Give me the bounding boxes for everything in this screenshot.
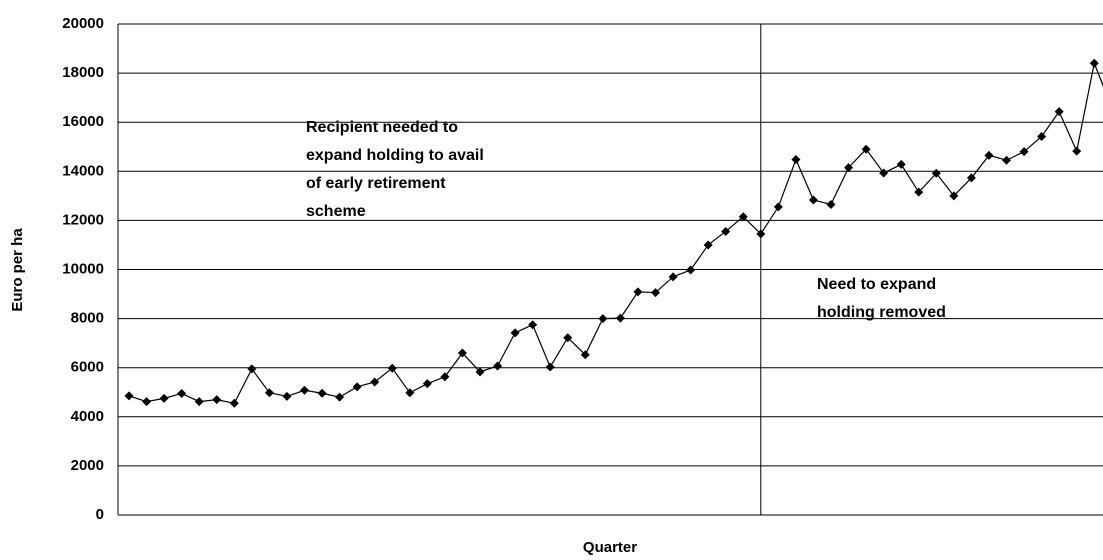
marker — [212, 395, 222, 405]
annotation-right: Need to expand holding removed — [817, 276, 946, 321]
marker — [1054, 107, 1064, 117]
marker — [808, 195, 818, 205]
marker — [177, 388, 187, 398]
y-axis-label: Euro per ha — [9, 228, 26, 312]
annotation: Need to expand — [817, 276, 936, 293]
marker — [457, 348, 467, 358]
y-tick-label: 10000 — [62, 260, 104, 277]
y-tick-label: 0 — [96, 506, 104, 523]
marker — [335, 392, 345, 402]
y-tick-label: 12000 — [62, 211, 104, 228]
marker — [1019, 147, 1029, 157]
annotation: holding removed — [817, 304, 946, 321]
marker — [264, 388, 274, 398]
marker — [721, 226, 731, 236]
marker — [984, 150, 994, 160]
marker — [300, 385, 309, 395]
y-tick-label: 14000 — [62, 162, 104, 179]
marker — [633, 287, 643, 297]
marker — [370, 377, 380, 387]
y-tick-label: 8000 — [71, 310, 104, 327]
annotation: of early retirement — [306, 175, 446, 192]
marker — [949, 191, 959, 201]
annotation: expand holding to avail — [306, 147, 484, 164]
marker — [545, 362, 555, 372]
marker — [773, 202, 783, 212]
marker — [1089, 58, 1099, 68]
marker — [440, 372, 450, 382]
marker — [475, 367, 485, 377]
y-tick-label: 6000 — [71, 359, 104, 376]
marker — [844, 163, 854, 173]
marker — [931, 168, 941, 178]
annotation: scheme — [306, 203, 366, 220]
marker — [791, 155, 801, 165]
marker — [124, 391, 134, 401]
line — [128, 61, 1103, 404]
marker — [686, 265, 696, 275]
marker — [1002, 155, 1011, 165]
y-tick-label: 2000 — [71, 457, 104, 474]
marker — [738, 212, 748, 222]
marker — [142, 397, 152, 407]
y-tick-label: 16000 — [62, 113, 104, 130]
annotation-left: Recipient needed to expand holding to av… — [306, 119, 484, 220]
marker — [387, 363, 397, 373]
marker — [510, 328, 520, 338]
marker — [756, 229, 766, 239]
marker — [563, 333, 573, 343]
y-tick-label: 4000 — [71, 408, 104, 425]
marker — [861, 144, 871, 154]
marker — [615, 313, 625, 323]
marker — [1072, 146, 1082, 156]
marker — [1037, 131, 1047, 141]
marker — [580, 350, 590, 360]
marker — [896, 159, 906, 169]
marker — [194, 397, 204, 407]
x-axis-label: Quarter — [583, 539, 637, 556]
marker — [879, 168, 889, 178]
marker — [528, 320, 538, 330]
marker — [317, 388, 327, 398]
marker — [826, 199, 836, 209]
marker — [493, 361, 503, 371]
annotation: Recipient needed to — [306, 119, 458, 136]
marker — [282, 391, 292, 401]
marker — [703, 240, 713, 250]
marker — [422, 379, 432, 389]
marker — [966, 173, 976, 183]
marker — [405, 388, 415, 398]
marker — [668, 272, 678, 282]
marker — [247, 364, 257, 374]
marker — [651, 288, 660, 298]
marker — [229, 398, 239, 408]
marker — [598, 314, 608, 324]
y-tick-label: 18000 — [62, 64, 104, 81]
marker — [352, 382, 362, 392]
marker — [159, 393, 169, 403]
marker — [914, 187, 924, 197]
y-tick-label: 20000 — [62, 15, 104, 32]
